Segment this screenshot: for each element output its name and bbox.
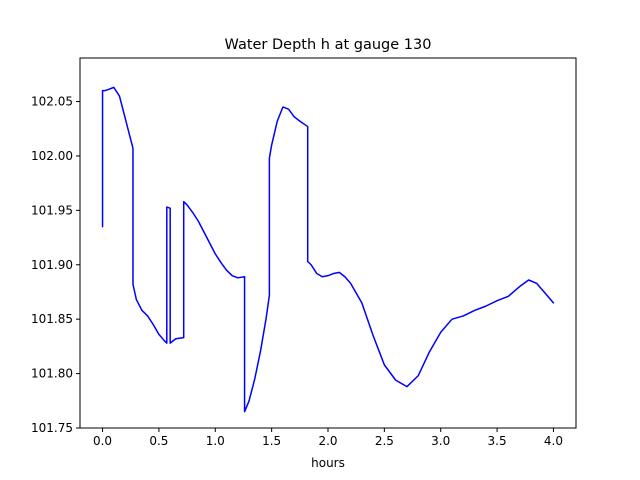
x-tick-label: 0.5 xyxy=(149,434,168,448)
plot-area xyxy=(79,57,577,429)
x-axis-label: hours xyxy=(311,456,345,470)
x-tick-label: 2.0 xyxy=(318,434,337,448)
x-tick-label: 1.0 xyxy=(206,434,225,448)
axes-frame xyxy=(79,57,577,429)
y-tick-label: 102.00 xyxy=(31,149,73,163)
series-layer xyxy=(101,86,555,413)
y-tick-label: 101.95 xyxy=(31,203,73,217)
y-tick-label: 101.85 xyxy=(31,312,73,326)
y-tick-label: 101.80 xyxy=(31,367,73,381)
y-axis: 101.75 101.80 101.85 101.90 101.95 102.00 102.… xyxy=(31,95,80,435)
x-tick-label: 0.0 xyxy=(93,434,112,448)
x-tick-label: 1.5 xyxy=(262,434,281,448)
chart-title: Water Depth h at gauge 130 xyxy=(225,37,432,53)
x-tick-label: 3.0 xyxy=(431,434,450,448)
x-axis: 0.0 0.5 1.0 1.5 2.0 2.5 3.0 3.5 4.0 xyxy=(93,428,563,448)
series-line xyxy=(101,86,555,413)
x-tick-label: 3.5 xyxy=(488,434,507,448)
y-tick-label: 101.75 xyxy=(31,421,73,435)
x-tick-label: 2.5 xyxy=(375,434,394,448)
x-tick-label: 4.0 xyxy=(544,434,563,448)
y-tick-label: 102.05 xyxy=(31,95,73,109)
y-tick-label: 101.90 xyxy=(31,258,73,272)
